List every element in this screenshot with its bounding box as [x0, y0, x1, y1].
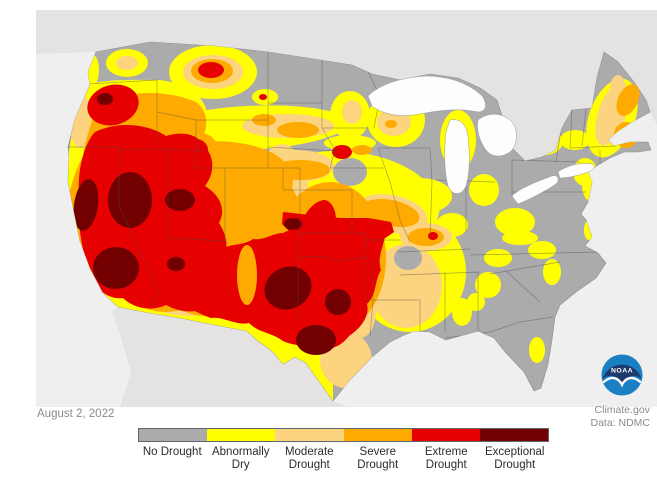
noaa-logo-text: NOAA [611, 368, 633, 375]
credit-data: Data: NDMC [590, 416, 650, 429]
legend-label-extreme: Extreme Drought [424, 446, 468, 471]
drought-region-exceptional [73, 93, 351, 355]
legend-swatch-exceptional [479, 429, 549, 441]
lake-ontario [557, 163, 595, 179]
legend-color-bar [138, 428, 549, 442]
credit-source: Climate.gov [594, 404, 650, 416]
legend-swatch-severe [343, 429, 412, 441]
legend-label-moderate: Moderate Drought [284, 446, 334, 471]
legend-labels: No Drought Abnormally Dry Moderate Droug… [138, 446, 549, 472]
legend-label-no-drought: No Drought [142, 446, 202, 458]
drought-legend: No Drought Abnormally Dry Moderate Droug… [138, 428, 549, 472]
us-drought-map [36, 10, 657, 407]
legend-swatch-extreme [411, 429, 480, 441]
lake-michigan [444, 119, 470, 194]
legend-swatch-abnormally-dry [207, 429, 276, 441]
date-label: August 2, 2022 [37, 408, 115, 420]
great-lakes [367, 75, 595, 205]
legend-label-abnormally-dry: Abnormally Dry [211, 446, 270, 471]
legend-label-severe: Severe Drought [357, 446, 399, 471]
lake-erie [511, 175, 559, 205]
lake-superior [367, 75, 486, 116]
drought-accent-orange [237, 245, 257, 305]
legend-swatch-moderate [275, 429, 344, 441]
mexico-landmass [112, 307, 348, 407]
legend-label-exceptional: Exceptional Drought [485, 446, 545, 471]
canada-landmass [36, 10, 657, 161]
legend-swatch-no-drought [139, 429, 208, 441]
credits: Climate.gov Data: NDMC [590, 404, 650, 430]
lake-huron [477, 114, 517, 157]
noaa-logo: NOAA [601, 354, 643, 396]
